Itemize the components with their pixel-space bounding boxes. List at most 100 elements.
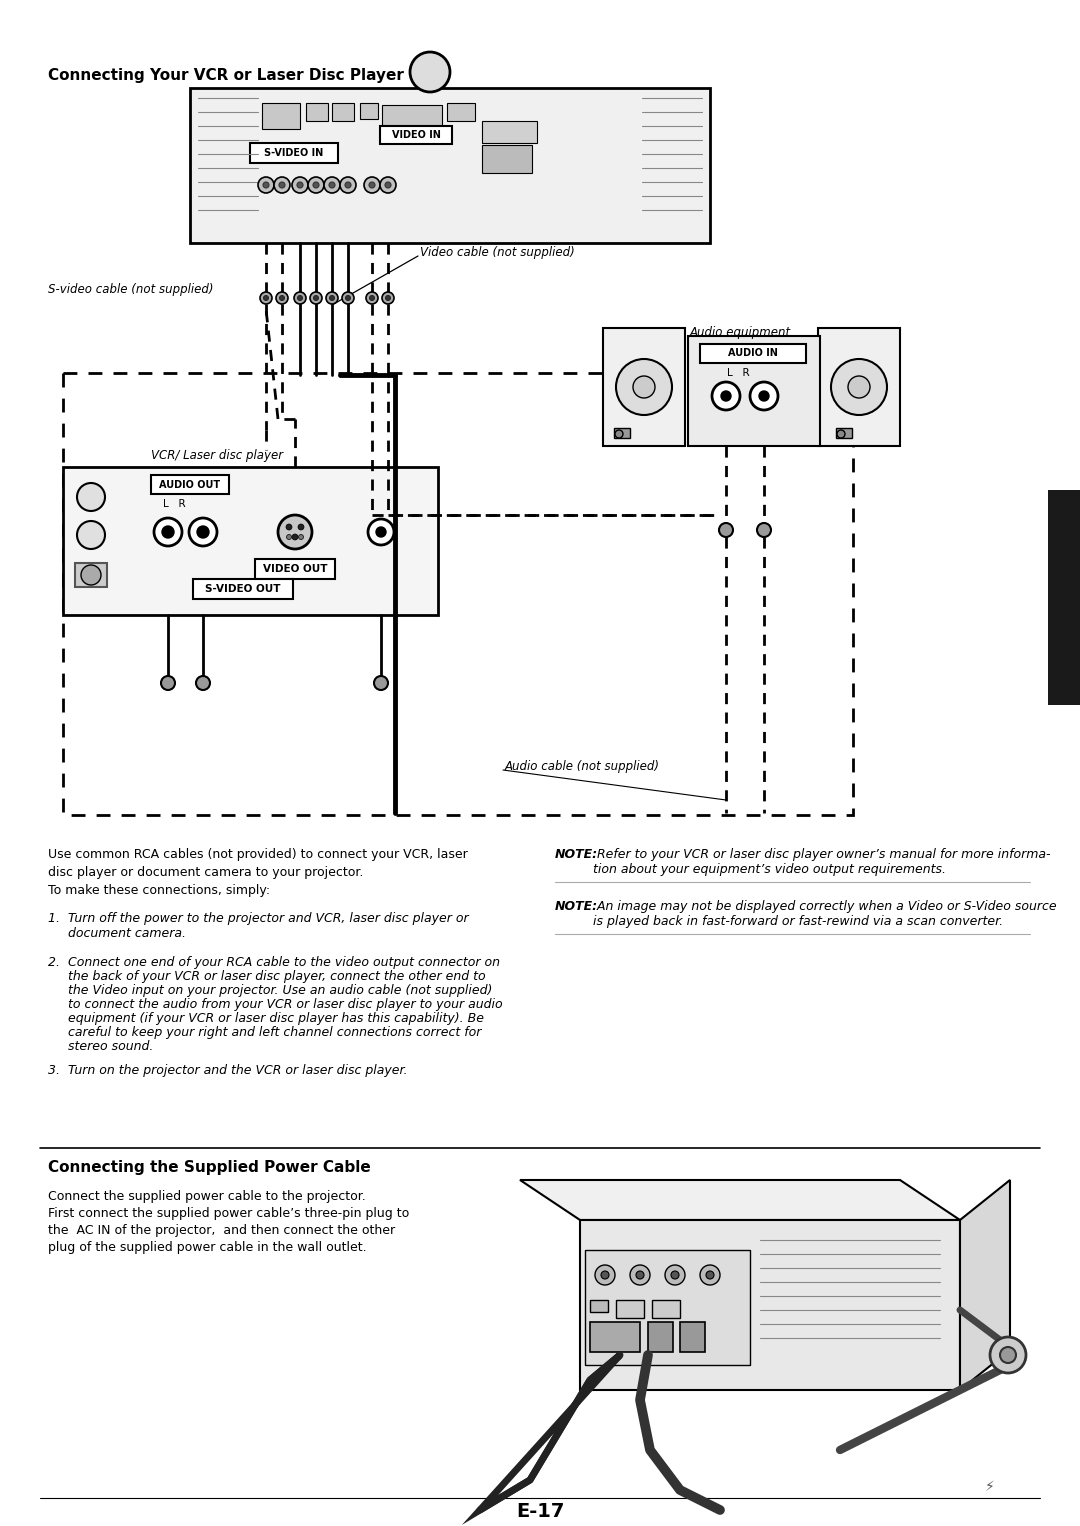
Text: NOTE:: NOTE: [555, 848, 598, 861]
Circle shape [294, 291, 306, 304]
Circle shape [308, 177, 324, 192]
Circle shape [345, 182, 351, 188]
Bar [380, 127, 453, 143]
Bar [585, 1250, 750, 1364]
Circle shape [264, 296, 269, 301]
Text: Use common RCA cables (not provided) to connect your VCR, laser: Use common RCA cables (not provided) to … [48, 848, 468, 861]
Circle shape [616, 359, 672, 415]
Circle shape [329, 296, 335, 301]
Text: Connecting Your VCR or Laser Disc Player: Connecting Your VCR or Laser Disc Player [48, 69, 404, 82]
Circle shape [279, 182, 285, 188]
Circle shape [757, 523, 771, 537]
Text: AUDIO IN: AUDIO IN [728, 348, 778, 359]
Circle shape [750, 382, 778, 410]
Bar [615, 427, 630, 438]
Circle shape [665, 1265, 685, 1285]
Circle shape [386, 296, 391, 301]
Circle shape [837, 430, 845, 438]
Circle shape [384, 182, 391, 188]
Bar [482, 121, 537, 143]
Circle shape [326, 291, 338, 304]
Text: AUDIO OUT: AUDIO OUT [160, 479, 220, 490]
Bar [700, 343, 806, 363]
Circle shape [369, 296, 375, 301]
Circle shape [340, 177, 356, 192]
Bar [332, 102, 354, 121]
Text: An image may not be displayed correctly when a Video or S-Video source
is played: An image may not be displayed correctly … [593, 900, 1056, 928]
Text: To make these connections, simply:: To make these connections, simply: [48, 884, 270, 897]
Bar [1048, 490, 1080, 705]
Text: S-VIDEO OUT: S-VIDEO OUT [205, 584, 281, 594]
Text: E-17: E-17 [516, 1502, 564, 1521]
Circle shape [376, 526, 386, 537]
Text: Refer to your VCR or laser disc player owner’s manual for more informa-
tion abo: Refer to your VCR or laser disc player o… [593, 848, 1051, 876]
Bar [680, 1322, 705, 1352]
Text: equipment (if your VCR or laser disc player has this capability). Be: equipment (if your VCR or laser disc pla… [48, 1012, 484, 1025]
Circle shape [346, 296, 351, 301]
Circle shape [324, 177, 340, 192]
Circle shape [712, 382, 740, 410]
Circle shape [342, 291, 354, 304]
Circle shape [197, 526, 210, 539]
Text: the back of your VCR or laser disc player, connect the other end to: the back of your VCR or laser disc playe… [48, 971, 486, 983]
Circle shape [706, 1271, 714, 1279]
Text: S-VIDEO IN: S-VIDEO IN [265, 148, 324, 159]
Text: the  AC IN of the projector,  and then connect the other: the AC IN of the projector, and then con… [48, 1224, 395, 1238]
Circle shape [700, 1265, 720, 1285]
Circle shape [280, 296, 284, 301]
Bar [616, 1300, 644, 1318]
Circle shape [162, 526, 174, 539]
Bar [652, 1300, 680, 1318]
Circle shape [848, 375, 870, 398]
Text: VCR/ Laser disc player: VCR/ Laser disc player [151, 449, 283, 462]
Circle shape [368, 519, 394, 545]
Circle shape [364, 177, 380, 192]
Circle shape [310, 291, 322, 304]
Circle shape [195, 676, 210, 690]
Text: Connecting the Supplied Power Cable: Connecting the Supplied Power Cable [48, 1160, 370, 1175]
Text: VIDEO OUT: VIDEO OUT [262, 565, 327, 574]
Circle shape [313, 182, 319, 188]
Circle shape [258, 177, 274, 192]
Text: S-video cable (not supplied): S-video cable (not supplied) [48, 282, 214, 296]
Circle shape [990, 1337, 1026, 1373]
Text: careful to keep your right and left channel connections correct for: careful to keep your right and left chan… [48, 1025, 482, 1039]
Text: Audio equipment: Audio equipment [690, 327, 792, 339]
Circle shape [81, 565, 102, 584]
Circle shape [297, 296, 302, 301]
Bar [590, 1300, 608, 1312]
Text: 2.  Connect one end of your RCA cable to the video output connector on: 2. Connect one end of your RCA cable to … [48, 955, 500, 969]
Circle shape [380, 177, 396, 192]
Bar [190, 89, 710, 243]
Circle shape [276, 291, 288, 304]
Circle shape [286, 534, 292, 540]
Text: VIDEO IN: VIDEO IN [392, 130, 441, 140]
Circle shape [260, 291, 272, 304]
Circle shape [161, 676, 175, 690]
Text: disc player or document camera to your projector.: disc player or document camera to your p… [48, 865, 363, 879]
Text: Audio cable (not supplied): Audio cable (not supplied) [505, 760, 660, 774]
Circle shape [264, 182, 269, 188]
Circle shape [721, 391, 731, 401]
Circle shape [759, 391, 769, 401]
Circle shape [77, 484, 105, 511]
Circle shape [633, 375, 654, 398]
Circle shape [313, 296, 319, 301]
Polygon shape [960, 1180, 1010, 1390]
Bar [648, 1322, 673, 1352]
Bar [63, 467, 438, 615]
Bar [447, 102, 475, 121]
Bar [360, 102, 378, 119]
Circle shape [382, 291, 394, 304]
Text: the Video input on your projector. Use an audio cable (not supplied): the Video input on your projector. Use a… [48, 984, 492, 996]
Circle shape [274, 177, 291, 192]
Text: NOTE:: NOTE: [555, 900, 598, 913]
Bar [836, 427, 852, 438]
Circle shape [286, 523, 292, 530]
Text: ⚡: ⚡ [985, 1480, 995, 1494]
Circle shape [831, 359, 887, 415]
Bar [818, 328, 900, 446]
Bar [603, 328, 685, 446]
Circle shape [374, 676, 388, 690]
Text: L   R: L R [163, 499, 186, 510]
